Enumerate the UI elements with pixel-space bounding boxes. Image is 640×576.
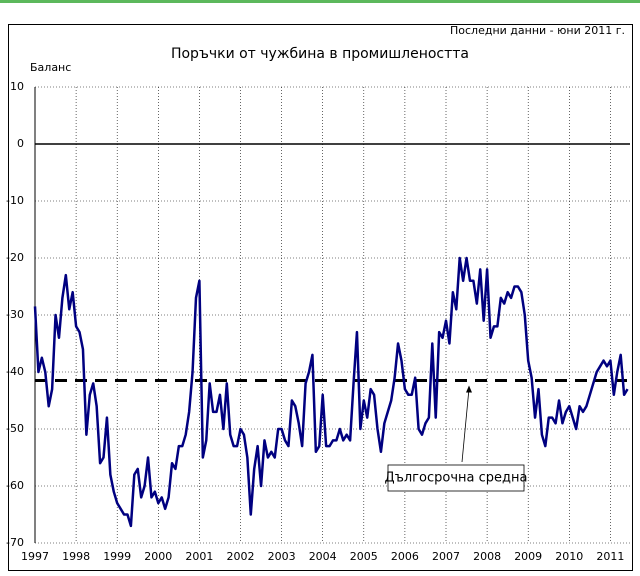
note: Последни данни - юни 2011 г. [450,24,625,37]
x-tick-label: 2010 [555,550,583,563]
y-axis-label: Баланс [30,61,71,74]
y-tick-label: -70 [6,536,24,549]
x-tick-label: 2004 [309,550,337,563]
y-tick-label: -30 [6,308,24,321]
x-tick-label: 2003 [268,550,296,563]
y-tick-label: -50 [6,422,24,435]
x-tick-label: 2011 [596,550,624,563]
y-tick-label: -40 [6,365,24,378]
annotation-box [387,464,525,492]
annotation-arrowhead [466,385,472,393]
chart-title: Поръчки от чужбина в промишлеността [171,46,469,62]
y-tick-label: -20 [6,251,24,264]
x-tick-label: 2008 [473,550,501,563]
x-tick-label: 1997 [21,550,49,563]
y-tick-label: 10 [10,80,24,93]
annotation-label: Дългосрочна средна [385,471,528,486]
x-tick-label: 2000 [144,550,172,563]
x-tick-label: 2001 [185,550,213,563]
x-tick-label: 2002 [227,550,255,563]
y-tick-label: 0 [17,137,24,150]
annotation-arrow [461,388,470,463]
x-tick-label: 2007 [432,550,460,563]
x-tick-label: 1999 [103,550,131,563]
data-line [33,256,629,528]
x-tick-label: 1998 [62,550,90,563]
x-tick-label: 2009 [514,550,542,563]
y-tick-label: -60 [6,479,24,492]
top-bar [0,0,640,3]
x-tick-label: 2006 [391,550,419,563]
x-tick-label: 2005 [350,550,378,563]
chart-frame [8,24,633,571]
y-tick-label: -10 [6,194,24,207]
